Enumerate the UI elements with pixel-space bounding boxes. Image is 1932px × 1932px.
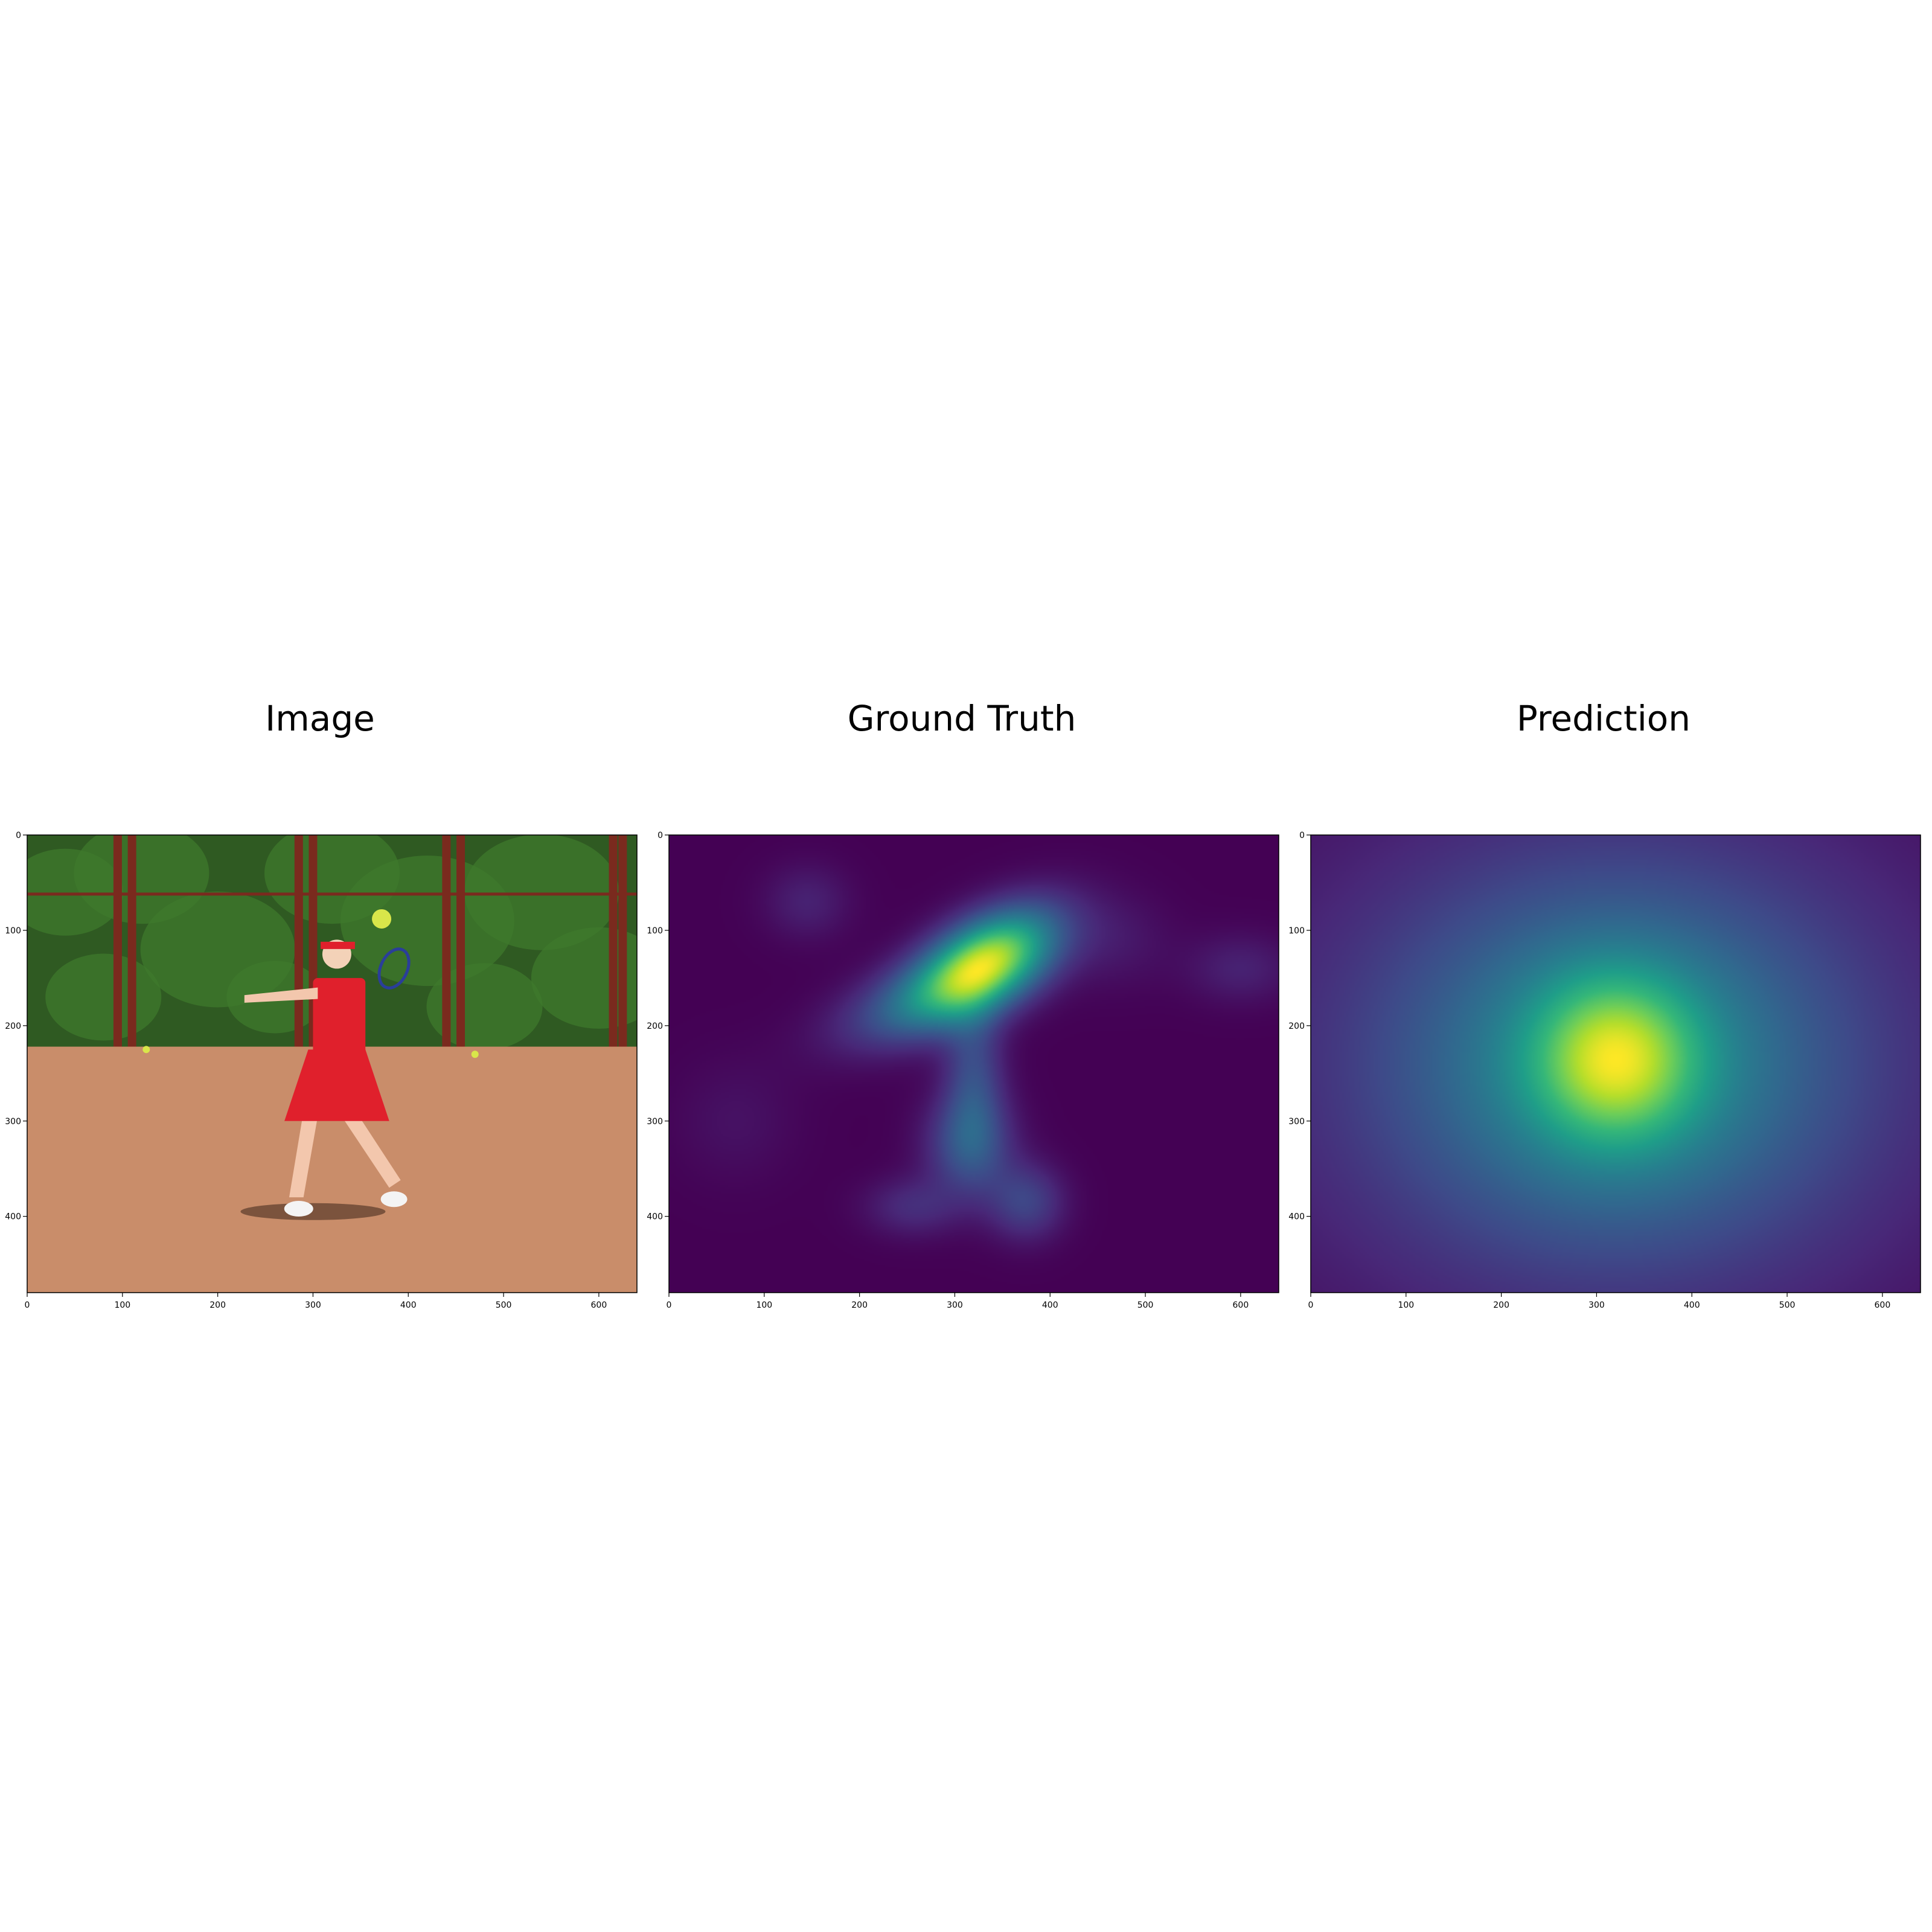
axes-frame	[668, 834, 1279, 1293]
fence-post	[294, 835, 303, 1053]
panel-ground-truth: Ground Truth 0 100 200 300 400 500 600 0 100 200 3…	[642, 688, 1282, 1310]
y-tick-label: 400	[5, 1212, 21, 1222]
x-tick-label: 400	[1042, 1300, 1058, 1310]
panel-title: Image	[265, 698, 375, 739]
fence-post	[127, 835, 136, 1053]
player-leg	[341, 1111, 401, 1188]
x-tick-label: 200	[210, 1300, 226, 1310]
heatmap-image	[1311, 835, 1921, 1293]
fence-post	[456, 835, 465, 1053]
x-tick-label: 600	[591, 1300, 607, 1310]
x-tick-label: 600	[1233, 1300, 1249, 1310]
x-tick-label: 0	[1308, 1300, 1314, 1310]
player-shoe	[380, 1191, 408, 1208]
image-plot: 0 100 200 300 400 500 600 0 100 200 300 400	[5, 831, 638, 1310]
fence-post	[113, 835, 122, 1053]
axes-frame	[27, 834, 638, 1293]
x-tick-label: 300	[305, 1300, 321, 1310]
panel-title: Ground Truth	[847, 698, 1076, 739]
player-skirt	[284, 1049, 389, 1121]
foliage-patch	[464, 835, 619, 950]
player-torso	[313, 977, 366, 1055]
x-tick-label: 500	[1137, 1300, 1154, 1310]
foliage-patch	[426, 963, 543, 1051]
player-arm	[244, 987, 318, 1003]
x-tick-label: 100	[114, 1300, 130, 1310]
tennis-ball	[142, 1046, 150, 1054]
tennis-racket	[377, 947, 411, 990]
x-tick-label: 400	[400, 1300, 417, 1310]
fence-post	[442, 835, 451, 1053]
panel-image: Image 0 100 200 300 400 500 600 0 100 200 300 400	[0, 688, 640, 1310]
player-headband	[321, 941, 355, 949]
player-leg	[289, 1111, 318, 1198]
y-tick-label: 200	[647, 1022, 663, 1031]
x-tick-label: 500	[1779, 1300, 1796, 1310]
y-tick-label: 0	[657, 831, 663, 840]
player-shadow	[240, 1203, 386, 1220]
x-tick-label: 400	[1684, 1300, 1700, 1310]
x-tick-label: 0	[25, 1300, 30, 1310]
panel-title: Prediction	[1516, 698, 1691, 739]
prediction-heatmap: 0 100 200 300 400 500 600 0 100 200 300 400	[1288, 831, 1921, 1310]
y-tick-label: 300	[5, 1117, 21, 1127]
y-tick-label: 100	[5, 926, 21, 936]
y-tick-label: 300	[1288, 1117, 1305, 1127]
x-tick-label: 300	[1588, 1300, 1605, 1310]
player-shoe	[284, 1201, 313, 1217]
y-tick-label: 100	[647, 926, 663, 936]
panel-prediction: Prediction 0 100 200 300 400 500 600 0 100 200 300…	[1284, 688, 1924, 1310]
ground-truth-heatmap: 0 100 200 300 400 500 600 0 100 200 300 400	[647, 831, 1279, 1310]
x-tick-label: 100	[1398, 1300, 1414, 1310]
photo-scene	[27, 835, 637, 1293]
x-tick-label: 200	[1493, 1300, 1509, 1310]
foliage-patch	[45, 953, 162, 1041]
heatmap-image	[669, 835, 1279, 1293]
y-tick-label: 200	[1288, 1022, 1305, 1031]
y-tick-label: 100	[1288, 926, 1305, 936]
y-tick-label: 0	[1299, 831, 1305, 840]
axes-frame	[1310, 834, 1921, 1293]
x-tick-label: 0	[667, 1300, 672, 1310]
y-tick-label: 0	[16, 831, 21, 840]
tennis-ball	[372, 909, 392, 929]
y-tick-label: 400	[647, 1212, 663, 1222]
x-tick-label: 500	[496, 1300, 512, 1310]
x-tick-label: 200	[851, 1300, 868, 1310]
x-tick-label: 300	[947, 1300, 963, 1310]
x-tick-label: 100	[756, 1300, 772, 1310]
y-tick-label: 400	[1288, 1212, 1305, 1222]
y-tick-label: 200	[5, 1022, 21, 1031]
fence-post	[609, 835, 618, 1053]
x-tick-label: 600	[1875, 1300, 1891, 1310]
y-tick-label: 300	[647, 1117, 663, 1127]
tennis-ball	[471, 1051, 479, 1058]
fence-post	[618, 835, 627, 1053]
